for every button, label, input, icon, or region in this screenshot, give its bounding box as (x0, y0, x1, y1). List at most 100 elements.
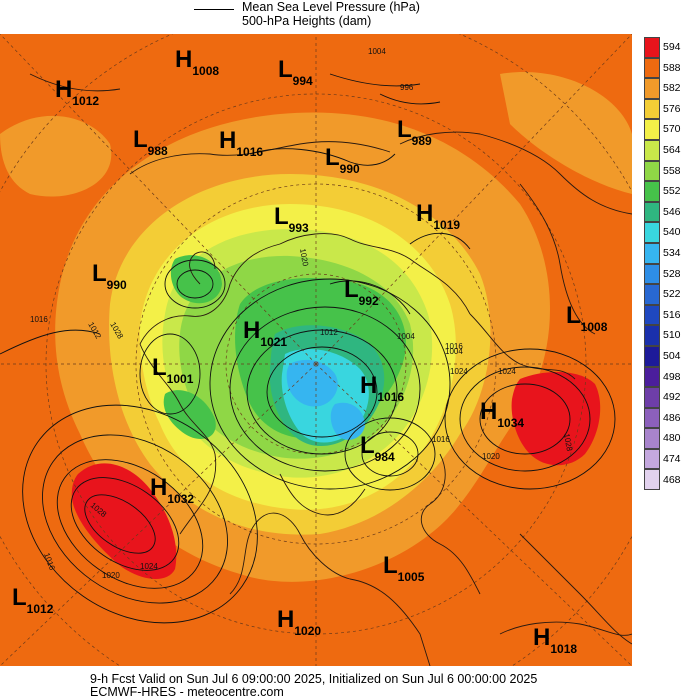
contour-label: 1024 (140, 562, 158, 571)
colorbar-tick-label: 492 (663, 391, 681, 404)
weather-map: 1004 996 1004 1012 1016 1028 1004 1024 1… (0, 34, 632, 666)
colorbar-tick-label: 552 (663, 185, 681, 198)
colorbar-tick-label: 540 (663, 226, 681, 239)
colorbar-swatch (644, 387, 660, 408)
colorbar-swatch (644, 37, 660, 58)
pressure-system-low: L993 (274, 203, 309, 235)
colorbar-swatch (644, 284, 660, 305)
pressure-system-high: H1021 (243, 317, 288, 349)
pressure-system-high: H1018 (533, 624, 578, 656)
map-legend: Mean Sea Level Pressure (hPa) 500-hPa He… (0, 0, 681, 34)
contour-label: 1016 (432, 435, 450, 444)
contour-labels: 1004 996 1004 1012 1016 1028 1004 1024 1… (30, 47, 574, 580)
contour-label: 1020 (482, 452, 500, 461)
map-fields: 1004 996 1004 1012 1016 1028 1004 1024 1… (0, 34, 632, 666)
height-colorbar: 594 588 582 576 570 564 558 552 546 540 534 528 522 5… (644, 37, 681, 491)
pressure-system-low: L988 (133, 126, 168, 158)
pressure-system-low: L990 (92, 260, 127, 292)
pressure-system-low: L989 (397, 116, 432, 148)
colorbar-tick-label: 468 (663, 473, 681, 486)
pressure-system-low: L1012 (12, 584, 54, 616)
colorbar-swatch (644, 98, 660, 120)
colorbar-tick-label: 570 (663, 123, 681, 136)
legend-heights-label: 500-hPa Heights (dam) (242, 14, 372, 28)
colorbar-swatch (644, 304, 660, 326)
pressure-system-high: H1016 (219, 127, 264, 159)
contour-label: 1028 (562, 433, 574, 453)
colorbar-swatch (644, 139, 660, 161)
model-source-text: ECMWF-HRES - meteocentre.com (90, 685, 284, 699)
colorbar-swatch (644, 345, 660, 367)
contour-label: 1016 (30, 315, 48, 324)
colorbar-tick-label: 582 (663, 82, 681, 95)
colorbar-tick-label: 576 (663, 102, 681, 115)
legend-line-sample (194, 9, 234, 10)
pressure-system-low: L1008 (566, 302, 608, 334)
colorbar-tick-label: 588 (663, 61, 681, 74)
pressure-system-high: H1019 (416, 200, 461, 232)
colorbar-swatch (644, 201, 660, 223)
colorbar-tick-label: 510 (663, 329, 681, 342)
isobars (0, 73, 616, 624)
colorbar-swatch (644, 469, 660, 491)
colorbar-swatch (644, 119, 660, 140)
field-582-ne (500, 72, 632, 194)
colorbar-tick-label: 516 (663, 308, 681, 321)
pressure-system-low: L1001 (152, 354, 194, 386)
colorbar-swatch (644, 428, 660, 449)
colorbar-tick-label: 498 (663, 370, 681, 383)
colorbar-tick-label: 564 (663, 144, 681, 156)
colorbar-tick-label: 486 (663, 411, 681, 424)
contour-label: 1020 (102, 571, 120, 580)
pressure-system-low: L990 (325, 144, 360, 176)
colorbar-swatch (644, 366, 660, 388)
contour-label: 996 (400, 83, 414, 92)
map-footer: 9-h Fcst Valid on Sun Jul 6 09:00:00 202… (90, 673, 537, 699)
colorbar-tick-label: 594 (663, 41, 681, 53)
pressure-system-low: L1005 (383, 552, 425, 584)
colorbar-tick-label: 474 (663, 453, 681, 465)
pressure-system-high: H1012 (55, 76, 100, 108)
colorbar-tick-label: 534 (663, 247, 681, 259)
field-552-north (170, 255, 222, 304)
pressure-system-low: L994 (278, 56, 313, 88)
contour-label: 1012 (320, 328, 338, 337)
colorbar-swatch (644, 325, 660, 346)
colorbar-swatch (644, 448, 660, 470)
colorbar-tick-label: 480 (663, 432, 681, 445)
colorbar-tick-label: 504 (663, 350, 681, 362)
contour-label: 1004 (397, 332, 415, 341)
graticule (0, 34, 632, 666)
colorbar-swatch (644, 407, 660, 429)
pressure-system-high: H1008 (175, 46, 220, 78)
pressure-system-high: H1020 (277, 606, 322, 638)
pressure-system-high: H1016 (360, 372, 405, 404)
contour-label: 1024 (450, 367, 468, 376)
colorbar-tick-label: 546 (663, 205, 681, 218)
legend-mslp-label: Mean Sea Level Pressure (hPa) (242, 0, 420, 14)
colorbar-tick-label: 522 (663, 288, 681, 301)
contour-label: 1020 (298, 248, 310, 268)
contour-label: 1004 (368, 47, 386, 56)
field-552-lobe (163, 390, 216, 439)
contour-label: 1004 (445, 347, 463, 356)
pressure-system-high: H1034 (480, 398, 525, 430)
field-534 (286, 359, 338, 407)
coastlines (29, 73, 632, 666)
pressure-system-high: H1032 (150, 474, 195, 506)
colorbar-swatch (644, 263, 660, 285)
colorbar-swatch (644, 181, 660, 202)
contour-label: 1016 (445, 342, 463, 351)
pressure-system-low: L984 (360, 432, 395, 464)
colorbar-swatch (644, 57, 660, 79)
colorbar-swatch (644, 242, 660, 264)
contour-label: 1024 (498, 367, 516, 376)
field-582-west (0, 115, 112, 197)
colorbar-tick-label: 558 (663, 164, 681, 177)
forecast-valid-text: 9-h Fcst Valid on Sun Jul 6 09:00:00 202… (90, 672, 538, 686)
colorbar-swatch (644, 222, 660, 243)
colorbar-swatch (644, 160, 660, 182)
pressure-system-low: L992 (344, 276, 379, 308)
colorbar-tick-label: 528 (663, 267, 681, 280)
field-594-atlantic (511, 372, 601, 466)
